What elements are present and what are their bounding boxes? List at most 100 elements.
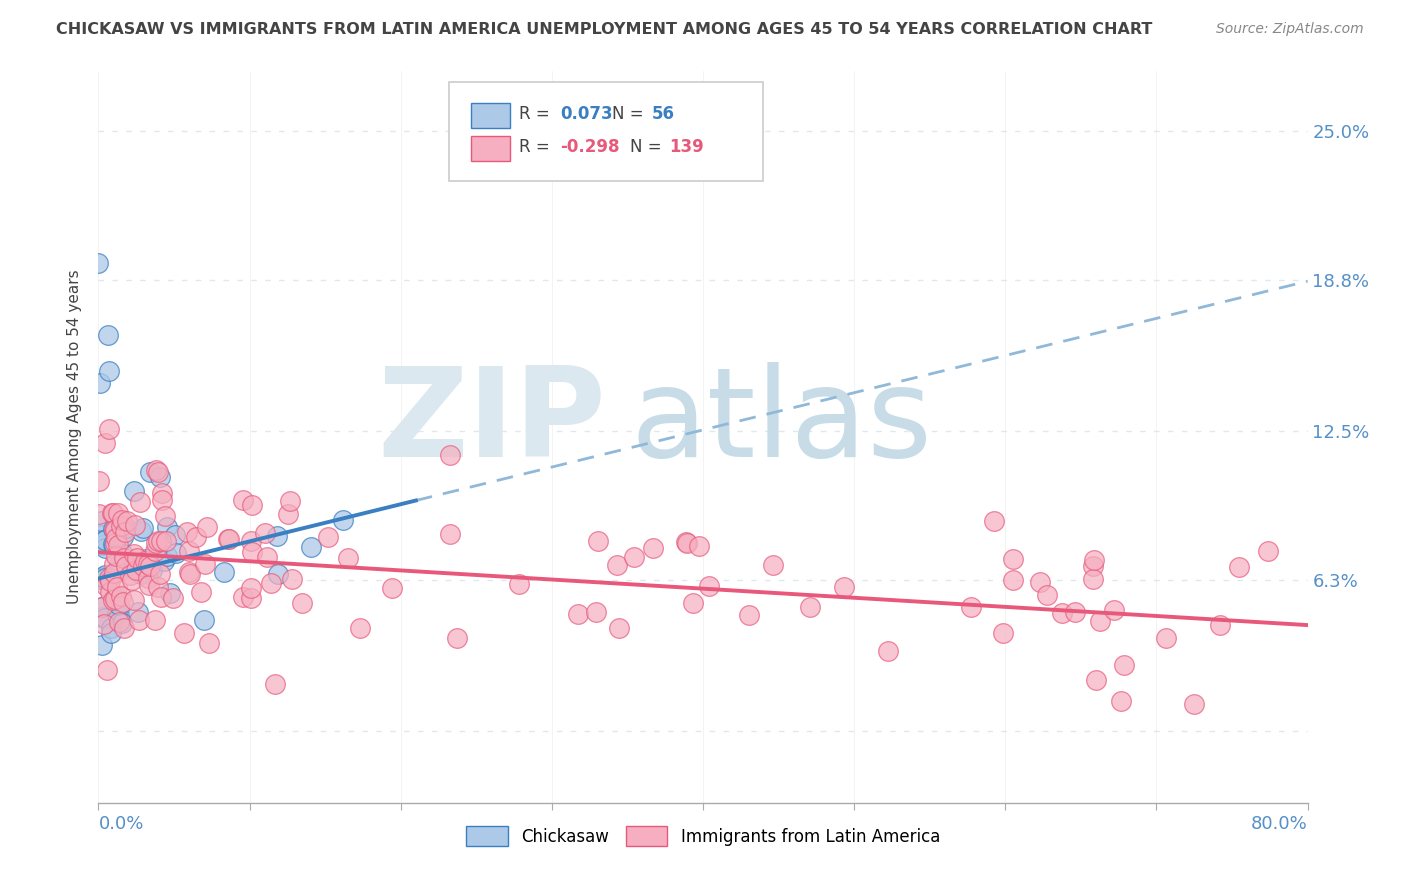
Point: [98, 364, 121, 378]
Point: [1035, 588, 1057, 602]
Point: [90, 638, 112, 652]
Point: [96, 663, 118, 677]
Point: [97, 328, 120, 343]
Point: [194, 558, 217, 572]
Point: [103, 557, 125, 571]
Point: [349, 621, 371, 635]
Text: 0.073: 0.073: [561, 104, 613, 123]
Point: [112, 621, 135, 635]
Point: [90, 610, 112, 624]
Point: [90, 514, 112, 528]
Point: [94, 533, 117, 548]
Point: [104, 523, 127, 537]
Point: [280, 572, 302, 586]
Point: [143, 544, 166, 558]
Point: [93, 533, 115, 547]
Point: [260, 575, 283, 590]
Point: [1029, 575, 1052, 590]
Point: [143, 613, 166, 627]
Point: [177, 544, 200, 558]
Point: [149, 567, 172, 582]
Point: [264, 677, 287, 691]
Point: [103, 506, 125, 520]
Point: [218, 532, 240, 546]
Point: [91, 570, 114, 584]
Point: [232, 590, 254, 604]
Point: [103, 522, 125, 536]
Point: [103, 566, 125, 580]
Point: [1084, 673, 1107, 687]
Point: [145, 536, 167, 550]
Text: Source: ZipAtlas.com: Source: ZipAtlas.com: [1216, 22, 1364, 37]
Point: [94, 435, 117, 450]
Point: [155, 533, 177, 548]
Point: [132, 521, 155, 535]
Point: [97, 422, 120, 436]
Point: [277, 507, 299, 521]
Point: [198, 635, 221, 649]
Point: [104, 531, 127, 545]
Point: [439, 526, 461, 541]
Point: [1209, 618, 1232, 632]
Point: [299, 540, 322, 554]
Point: [94, 611, 117, 625]
Point: [156, 520, 179, 534]
Point: [267, 567, 290, 582]
Point: [104, 524, 127, 539]
Point: [332, 513, 354, 527]
Point: [112, 595, 135, 609]
Point: [877, 644, 900, 658]
Point: [278, 493, 301, 508]
Point: [1109, 694, 1132, 708]
Point: [94, 541, 117, 555]
Point: [381, 581, 404, 595]
Point: [93, 599, 115, 613]
Point: [91, 538, 114, 552]
Point: [676, 535, 699, 549]
Point: [125, 550, 148, 565]
Point: [103, 536, 125, 550]
Text: N =: N =: [630, 137, 668, 156]
Point: [337, 550, 360, 565]
Point: [148, 534, 170, 549]
Point: [122, 547, 145, 561]
Point: [94, 579, 117, 593]
Point: [1227, 560, 1250, 574]
Point: [100, 626, 122, 640]
Point: [93, 571, 115, 585]
Text: 80.0%: 80.0%: [1251, 814, 1308, 833]
Point: [121, 573, 143, 587]
Point: [266, 529, 288, 543]
Point: [1182, 697, 1205, 711]
Point: [156, 549, 179, 564]
Point: [111, 512, 134, 526]
Point: [131, 566, 153, 581]
Point: [104, 536, 127, 550]
Point: [688, 540, 710, 554]
Point: [98, 574, 121, 588]
Point: [239, 591, 262, 605]
Text: atlas: atlas: [630, 362, 932, 483]
Point: [136, 557, 159, 571]
FancyBboxPatch shape: [471, 136, 509, 161]
Legend: Chickasaw, Immigrants from Latin America: Chickasaw, Immigrants from Latin America: [460, 820, 946, 853]
Point: [291, 596, 314, 610]
Point: [90, 527, 112, 541]
Text: ZIP: ZIP: [378, 362, 606, 483]
Point: [136, 570, 159, 584]
Point: [1050, 606, 1073, 620]
Point: [1063, 605, 1085, 619]
Point: [125, 563, 148, 577]
Point: [190, 585, 212, 599]
Point: [87, 256, 110, 270]
Point: [256, 549, 278, 564]
Point: [240, 498, 263, 512]
Point: [239, 582, 262, 596]
Point: [508, 576, 530, 591]
Point: [212, 565, 235, 579]
Point: [135, 551, 157, 566]
Text: CHICKASAW VS IMMIGRANTS FROM LATIN AMERICA UNEMPLOYMENT AMONG AGES 45 TO 54 YEAR: CHICKASAW VS IMMIGRANTS FROM LATIN AMERI…: [56, 22, 1153, 37]
Point: [93, 616, 115, 631]
Point: [173, 625, 195, 640]
Point: [1081, 558, 1104, 573]
